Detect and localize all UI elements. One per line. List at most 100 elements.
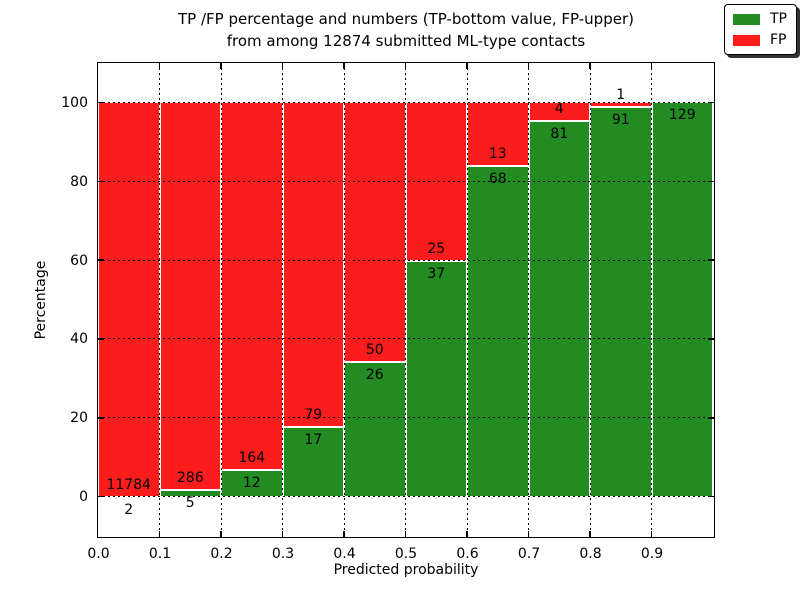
x-axis-label: Predicted probability <box>333 562 479 578</box>
x-tickmark <box>527 63 530 69</box>
vertical-gridline <box>343 63 345 537</box>
fp-legend-label: FP <box>770 32 787 48</box>
y-tickmark <box>708 101 714 104</box>
y-tick-label: 80 <box>70 173 88 190</box>
tp-bar-segment <box>590 106 652 497</box>
fp-bar-segment <box>159 102 221 490</box>
fp-count-label: 25 <box>427 241 446 258</box>
y-tickmark <box>98 259 104 261</box>
x-tickmark <box>466 531 468 537</box>
horizontal-gridline <box>98 338 714 340</box>
y-tick-label: 100 <box>61 94 88 111</box>
vertical-gridline <box>405 63 406 537</box>
x-tickmark <box>527 531 530 537</box>
x-tickmark <box>281 531 284 537</box>
plot-area: 11784 2 286 5 164 12 79 17 50 26 25 37 13 68 4 81 1 91 129 <box>97 62 715 538</box>
tp-count-label: 81 <box>550 125 569 142</box>
fp-bar-segment <box>98 102 160 497</box>
tp-count-label: 5 <box>185 494 195 511</box>
fp-count-label: 11784 <box>106 476 152 493</box>
y-tickmark <box>708 417 714 419</box>
legend-item-fp: FP <box>733 33 787 48</box>
x-tick-label: 0.8 <box>579 546 602 562</box>
y-tick-label: 0 <box>79 489 88 506</box>
horizontal-gridline <box>98 417 714 419</box>
vertical-gridline <box>466 63 468 537</box>
fp-count-label: 4 <box>554 100 564 117</box>
tp-legend-swatch <box>733 14 760 25</box>
x-tick-label: 0.7 <box>517 546 541 562</box>
tp-legend-label: TP <box>770 11 787 27</box>
y-tick-label: 40 <box>70 331 88 348</box>
x-tick-label: 0.3 <box>271 546 295 562</box>
fp-count-label: 13 <box>488 145 507 162</box>
tp-bar-segment <box>344 361 406 497</box>
x-tick-label: 0.9 <box>640 546 664 562</box>
tp-count-label: 68 <box>488 170 507 187</box>
y-tickmark <box>708 180 714 182</box>
legend: TP FP <box>724 4 797 55</box>
x-tickmark <box>158 63 161 69</box>
x-tick-label: 0.2 <box>210 546 233 562</box>
y-tickmark <box>98 495 104 498</box>
horizontal-gridline <box>98 101 714 103</box>
vertical-gridline <box>589 63 591 537</box>
x-tickmark <box>220 531 222 537</box>
chart-title-line2: from among 12874 submitted ML-type conta… <box>226 32 586 50</box>
x-tickmark <box>589 63 591 69</box>
chart-title: TP /FP percentage and numbers (TP-bottom… <box>97 8 715 52</box>
tp-count-label: 17 <box>304 431 323 448</box>
tp-count-label: 129 <box>668 107 696 124</box>
fp-count-label: 50 <box>365 341 384 358</box>
legend-item-tp: TP <box>733 12 787 27</box>
x-tickmark <box>158 531 161 537</box>
x-tickmark <box>404 531 407 537</box>
y-tickmark <box>98 338 104 340</box>
tp-bar-segment <box>405 261 467 497</box>
chart-title-line1: TP /FP percentage and numbers (TP-bottom… <box>178 10 634 28</box>
x-tick-label: 0.1 <box>148 546 172 562</box>
fp-bar-segment <box>344 102 406 362</box>
x-tick-label: 0.5 <box>394 546 418 562</box>
tp-count-label: 37 <box>427 266 446 283</box>
fp-count-label: 286 <box>176 469 204 486</box>
x-tick-label: 0.0 <box>87 546 110 562</box>
x-tickmark <box>466 63 468 69</box>
y-tickmark <box>98 417 104 419</box>
horizontal-gridline <box>98 496 714 498</box>
x-tickmark <box>589 531 591 537</box>
fp-count-label: 164 <box>238 449 266 466</box>
vertical-gridline <box>220 63 222 537</box>
y-tickmark <box>708 259 714 261</box>
fp-bar-segment <box>221 102 283 470</box>
y-tick-label: 20 <box>70 410 88 427</box>
vertical-gridline <box>528 63 529 537</box>
vertical-gridline <box>159 63 160 537</box>
x-tickmark <box>220 63 222 69</box>
tp-count-label: 91 <box>611 111 630 128</box>
horizontal-gridline <box>98 180 714 182</box>
tp-count-label: 26 <box>365 366 384 383</box>
vertical-gridline <box>282 63 283 537</box>
x-tickmark <box>343 63 345 69</box>
y-tickmark <box>708 495 714 498</box>
y-tick-label: 60 <box>70 252 88 269</box>
y-tickmark <box>98 101 104 104</box>
x-tickmark <box>281 63 284 69</box>
y-tickmark <box>98 180 104 182</box>
fp-count-label: 79 <box>304 406 323 423</box>
x-tickmark <box>650 531 653 537</box>
x-tickmark <box>404 63 407 69</box>
tp-bar-segment <box>651 102 713 497</box>
tp-bar-segment <box>282 426 344 497</box>
y-tickmark <box>708 338 714 340</box>
vertical-gridline <box>651 63 652 537</box>
x-tick-label: 0.6 <box>456 546 479 562</box>
x-tickmark <box>650 63 653 69</box>
fp-legend-swatch <box>733 35 760 46</box>
fp-count-label: 1 <box>616 86 626 103</box>
x-tick-label: 0.4 <box>333 546 356 562</box>
y-axis-label: Percentage <box>33 260 49 340</box>
tp-bar-segment <box>467 165 529 497</box>
